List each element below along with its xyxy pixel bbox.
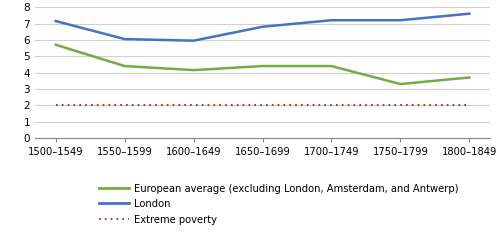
Legend: European average (excluding London, Amsterdam, and Antwerp), London, Extreme pov: European average (excluding London, Amst… bbox=[94, 180, 462, 229]
